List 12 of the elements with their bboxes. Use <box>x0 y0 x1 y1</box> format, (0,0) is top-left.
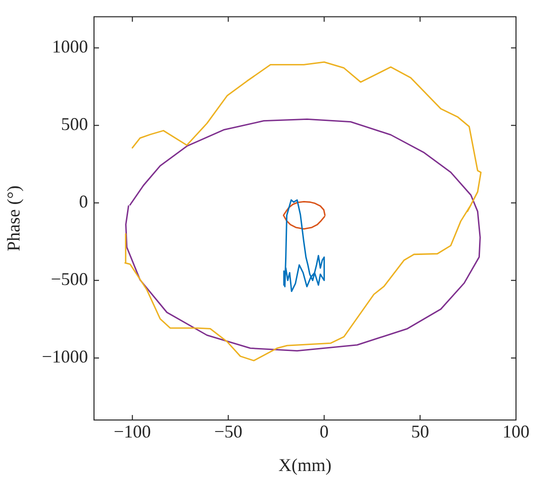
y-tick-label: 500 <box>61 114 88 134</box>
y-tick-label: −1000 <box>42 346 88 367</box>
y-tick-label: −500 <box>50 269 88 290</box>
x-tick-label: 50 <box>411 422 430 442</box>
y-axis-title: Phase (°) <box>4 186 24 252</box>
x-tick-label: 100 <box>502 422 530 442</box>
y-tick-label: 1000 <box>52 36 88 57</box>
x-axis-title: X(mm) <box>278 454 332 475</box>
y-tick-label: 0 <box>79 192 88 212</box>
x-tick-label: −100 <box>114 422 151 442</box>
x-tick-label: 0 <box>320 422 329 442</box>
x-tick-label: −50 <box>214 422 242 442</box>
